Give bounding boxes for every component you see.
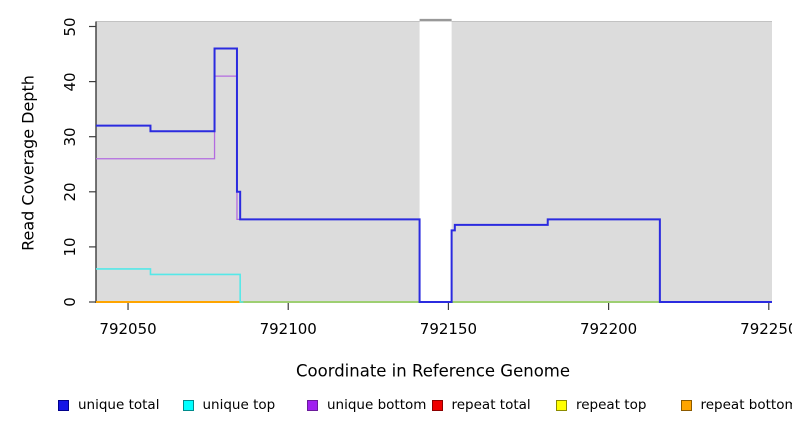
legend-swatch-icon bbox=[431, 399, 443, 411]
y-axis-label: Read Coverage Depth bbox=[18, 75, 38, 251]
y-tick-label: 0 bbox=[61, 297, 79, 307]
legend-item: unique top bbox=[182, 397, 276, 413]
legend-label: unique bottom bbox=[327, 397, 427, 413]
x-tick-label: 792050 bbox=[99, 320, 157, 338]
x-tick-label: 792200 bbox=[579, 320, 638, 338]
y-tick-label: 10 bbox=[61, 237, 79, 257]
legend-label: repeat top bbox=[576, 397, 647, 413]
legend-item: repeat bottom bbox=[680, 397, 792, 413]
x-tick-label: 792150 bbox=[419, 320, 478, 338]
legend-item: unique bottom bbox=[307, 397, 427, 413]
y-tick-label: 20 bbox=[61, 182, 79, 202]
y-tick-label: 50 bbox=[61, 16, 79, 37]
series-unique-top bbox=[96, 268, 244, 303]
coverage-gap-band bbox=[419, 21, 452, 303]
coverage-plot bbox=[89, 18, 772, 310]
y-tick-label: 30 bbox=[61, 127, 79, 147]
legend-item: repeat top bbox=[556, 397, 647, 413]
legend-label: repeat total bbox=[451, 397, 531, 413]
legend-label: unique top bbox=[202, 397, 276, 413]
legend-swatch-icon bbox=[58, 399, 69, 411]
legend-swatch-icon bbox=[182, 399, 194, 411]
y-tick-label: 40 bbox=[61, 72, 79, 92]
series-unique-total bbox=[96, 47, 772, 303]
legend-item: unique total bbox=[58, 397, 160, 413]
x-tick-label: 792250 bbox=[740, 320, 792, 338]
legend-swatch-icon bbox=[556, 399, 567, 411]
legend-swatch-icon bbox=[680, 399, 692, 411]
legend-label: repeat bottom bbox=[700, 397, 792, 413]
legend: unique total unique top unique bottom repea… bbox=[0, 397, 792, 414]
legend-label: unique total bbox=[78, 397, 160, 413]
legend-item: repeat total bbox=[431, 397, 531, 413]
x-tick-label: 792100 bbox=[259, 320, 317, 338]
legend-swatch-icon bbox=[307, 399, 318, 411]
x-axis-label: Coordinate in Reference Genome bbox=[295, 361, 571, 381]
